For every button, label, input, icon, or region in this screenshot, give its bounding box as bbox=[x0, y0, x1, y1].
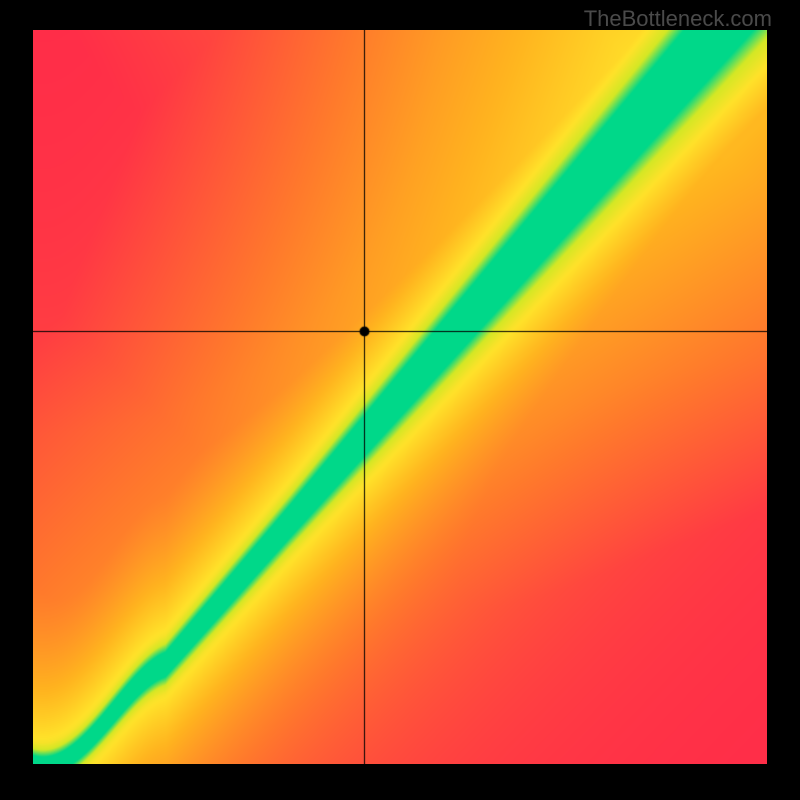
attribution-label: TheBottleneck.com bbox=[584, 6, 772, 32]
bottleneck-heatmap bbox=[33, 30, 767, 764]
chart-container: { "attribution": { "text": "TheBottlenec… bbox=[0, 0, 800, 800]
